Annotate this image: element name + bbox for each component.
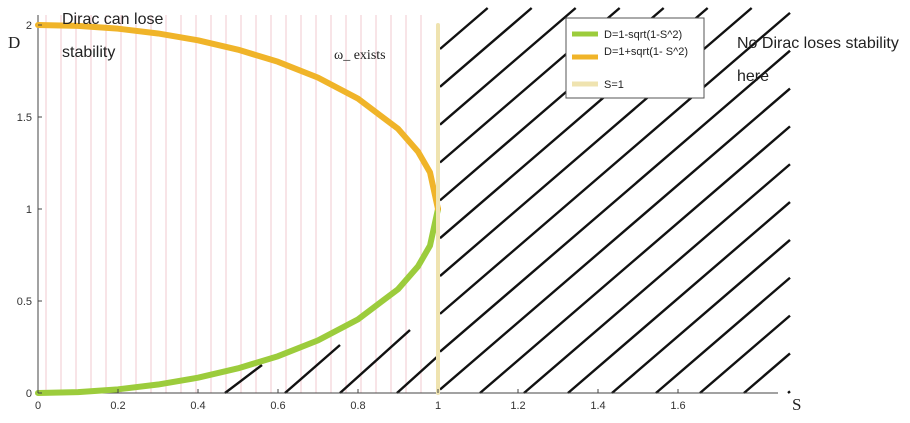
hatch-line [439,87,791,391]
y-tick-label: 0 [26,388,32,400]
annotation-dirac-can-lose-line1: Dirac can lose [62,11,163,28]
x-tick-label: 1 [435,400,441,412]
series-line-1 [35,22,441,212]
hatch-line [655,276,791,394]
x-tick-label: 0 [35,400,41,412]
x-tick-label: 1.2 [510,400,525,412]
x-tick-label: 0.2 [110,400,125,412]
hatch-line [787,390,791,394]
hatch-line [611,239,791,394]
x-tick-label: 0.8 [350,400,365,412]
hatch-line [439,7,577,126]
x-tick-label: 1.6 [670,400,685,412]
legend: D=1-sqrt(1-S^2) D=1+sqrt(1- S^2) S=1 [565,17,705,99]
hatch-line [439,7,533,88]
hatch-line [284,344,341,394]
annotation-no-dirac-line1: No Dirac loses stability [737,35,899,52]
series-line-0 [35,206,441,396]
annotation-no-dirac-line2: here [737,68,769,85]
series-group [35,22,441,396]
hatch-line [567,201,791,394]
y-axis-label: D [8,33,20,52]
x-tick-label: 0.6 [270,400,285,412]
hatch-line [523,163,791,394]
tick-labels: 0 0.2 0.4 0.6 0.8 1 1.2 1.4 1.6 0 0.5 1 1.5 2 [17,20,686,412]
x-tick-label: 1.4 [590,400,605,412]
hatch-line [699,314,791,394]
hatch-line [479,125,791,394]
y-tick-label: 1 [26,204,32,216]
y-tick-label: 0.5 [17,296,32,308]
hatch-line [224,364,263,394]
axes [37,15,778,394]
right-region-hatching [224,7,791,394]
annotation-omega-exists: ω_ exists [334,48,386,63]
legend-label-0: D=1-sqrt(1-S^2) [604,29,682,41]
hatch-line [439,49,791,353]
x-axis-label: S [792,395,801,414]
hatch-line [743,352,791,394]
hatch-line [339,329,411,394]
x-tick-label: 0.4 [190,400,205,412]
left-region-vertical-lines [45,15,422,393]
legend-label-1: D=1+sqrt(1- S^2) [604,46,688,58]
legend-label-2: S=1 [604,79,624,91]
hatch-line [439,11,791,315]
y-tick-label: 2 [26,20,32,32]
annotation-dirac-can-lose-line2: stability [62,44,115,61]
hatch-line [439,7,489,50]
y-tick-label: 1.5 [17,112,32,124]
hatch-line [396,355,439,394]
